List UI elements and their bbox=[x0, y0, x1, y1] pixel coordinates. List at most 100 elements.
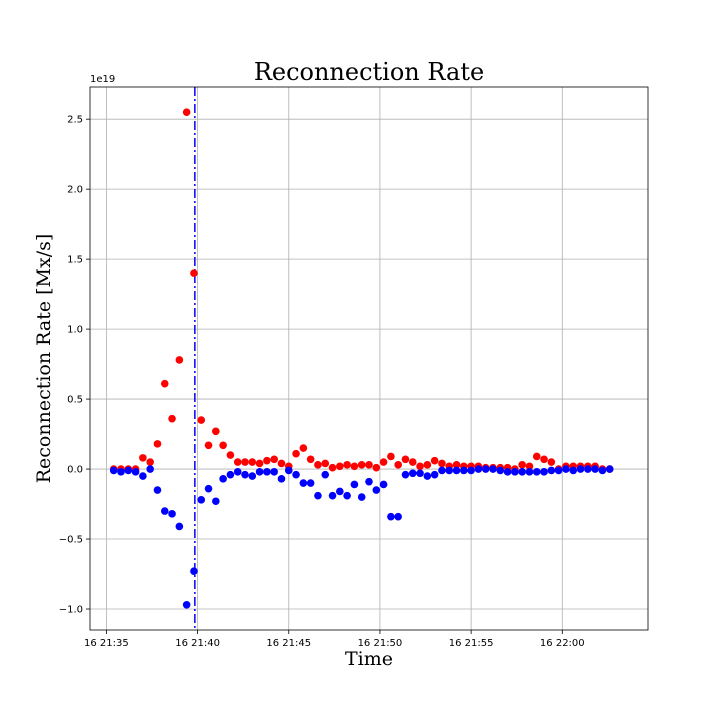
blue-series-point bbox=[109, 466, 118, 475]
red-series-point bbox=[430, 456, 439, 465]
red-series-point bbox=[146, 458, 154, 466]
red-series-point bbox=[255, 459, 264, 468]
red-series-point bbox=[532, 452, 541, 461]
red-series-point bbox=[219, 441, 227, 450]
blue-series-point bbox=[365, 477, 373, 486]
blue-series-point bbox=[474, 465, 483, 473]
y-tick-label: 1.5 bbox=[67, 255, 83, 266]
blue-series-point bbox=[124, 466, 133, 475]
grid-lines bbox=[90, 87, 648, 630]
blue-series-point bbox=[584, 465, 592, 473]
blue-series-point bbox=[605, 465, 614, 473]
red-series-point bbox=[270, 455, 278, 464]
blue-series-point bbox=[357, 493, 366, 501]
blue-series-point bbox=[569, 466, 578, 475]
blue-series-point bbox=[146, 465, 154, 473]
red-series-point bbox=[343, 461, 351, 469]
red-series-point bbox=[299, 444, 308, 452]
blue-series-point bbox=[525, 468, 534, 476]
red-series-point bbox=[525, 462, 534, 471]
red-series-point bbox=[292, 449, 300, 458]
blue-series-point bbox=[598, 466, 607, 475]
blue-series-point bbox=[518, 468, 526, 476]
blue-series-point bbox=[321, 470, 330, 479]
red-series-point bbox=[182, 108, 191, 116]
blue-series-point bbox=[160, 507, 169, 515]
x-tick-label: 16 22:00 bbox=[540, 638, 585, 649]
blue-series-point bbox=[336, 487, 344, 496]
blue-series-point bbox=[226, 470, 235, 479]
x-tick-label: 16 21:45 bbox=[266, 638, 311, 649]
blue-series-point bbox=[175, 522, 184, 531]
red-series-point bbox=[336, 462, 344, 471]
blue-series-point bbox=[270, 468, 278, 476]
blue-series-point bbox=[467, 466, 475, 475]
blue-series-point bbox=[532, 468, 541, 476]
blue-series-point bbox=[219, 475, 227, 483]
y-tick-label: 1.0 bbox=[67, 325, 83, 336]
red-series-point bbox=[452, 461, 461, 469]
red-series-point bbox=[204, 441, 213, 450]
blue-series-point bbox=[423, 472, 432, 480]
blue-series-point bbox=[562, 465, 570, 473]
red-series-point bbox=[226, 451, 235, 459]
red-series-point bbox=[372, 463, 381, 472]
x-axis-label: Time bbox=[345, 648, 393, 670]
blue-series-point bbox=[117, 468, 125, 476]
red-series-point bbox=[241, 458, 249, 466]
blue-series-point bbox=[408, 469, 417, 478]
blue-series-point bbox=[496, 466, 505, 475]
blue-series-point bbox=[153, 486, 162, 494]
blue-series-point bbox=[503, 468, 512, 476]
y-tick-label: 2.5 bbox=[67, 115, 83, 126]
axis-ticks: 16 21:35 16 21:40 16 21:45 16 21:50 16 21:55… bbox=[59, 115, 585, 649]
blue-series-point bbox=[430, 470, 439, 479]
y-offset-label: 1e19 bbox=[90, 74, 115, 85]
blue-series-point bbox=[379, 480, 388, 489]
y-tick-label: 0.0 bbox=[67, 465, 83, 476]
red-series-point bbox=[394, 461, 402, 469]
x-tick-label: 16 21:35 bbox=[84, 638, 129, 649]
blue-series-point bbox=[394, 512, 402, 521]
blue-series-point bbox=[460, 466, 468, 475]
y-tick-label: 2.0 bbox=[67, 185, 83, 196]
red-series-point bbox=[357, 461, 366, 469]
blue-series-point bbox=[139, 472, 147, 480]
blue-series-point bbox=[182, 601, 191, 609]
red-series-point bbox=[168, 414, 176, 423]
red-series-point bbox=[233, 458, 242, 466]
plot-frame bbox=[89, 86, 649, 631]
blue-series-point bbox=[131, 468, 140, 476]
blue-series-point bbox=[299, 479, 308, 487]
red-series-point bbox=[197, 416, 206, 424]
blue-series-point bbox=[328, 491, 337, 500]
y-tick-label: −0.5 bbox=[59, 535, 83, 546]
blue-series-point bbox=[591, 465, 599, 473]
blue-series-point bbox=[248, 472, 257, 480]
blue-series-point bbox=[401, 470, 410, 479]
red-series-point bbox=[387, 452, 395, 461]
blue-series-point bbox=[350, 480, 359, 489]
blue-series-point bbox=[372, 486, 381, 494]
red-series-point bbox=[277, 459, 286, 468]
x-tick-label: 16 21:55 bbox=[449, 638, 494, 649]
blue-series-point bbox=[554, 466, 563, 475]
blue-series-point bbox=[445, 466, 454, 475]
blue-series-point bbox=[292, 470, 300, 479]
data-points bbox=[109, 108, 614, 609]
blue-series-point bbox=[233, 468, 242, 476]
x-tick-label: 16 21:50 bbox=[358, 638, 403, 649]
red-series-point bbox=[540, 455, 548, 464]
red-series-point bbox=[190, 269, 198, 277]
blue-series-point bbox=[314, 491, 322, 500]
red-series-point bbox=[139, 454, 147, 462]
red-series-point bbox=[212, 427, 220, 436]
red-series-point bbox=[401, 455, 410, 464]
blue-series-point bbox=[306, 479, 315, 487]
blue-series-point bbox=[197, 496, 206, 504]
blue-series-point bbox=[277, 475, 286, 483]
red-series-point bbox=[314, 461, 322, 469]
red-series-point bbox=[547, 458, 556, 466]
blue-series-point bbox=[511, 468, 519, 476]
